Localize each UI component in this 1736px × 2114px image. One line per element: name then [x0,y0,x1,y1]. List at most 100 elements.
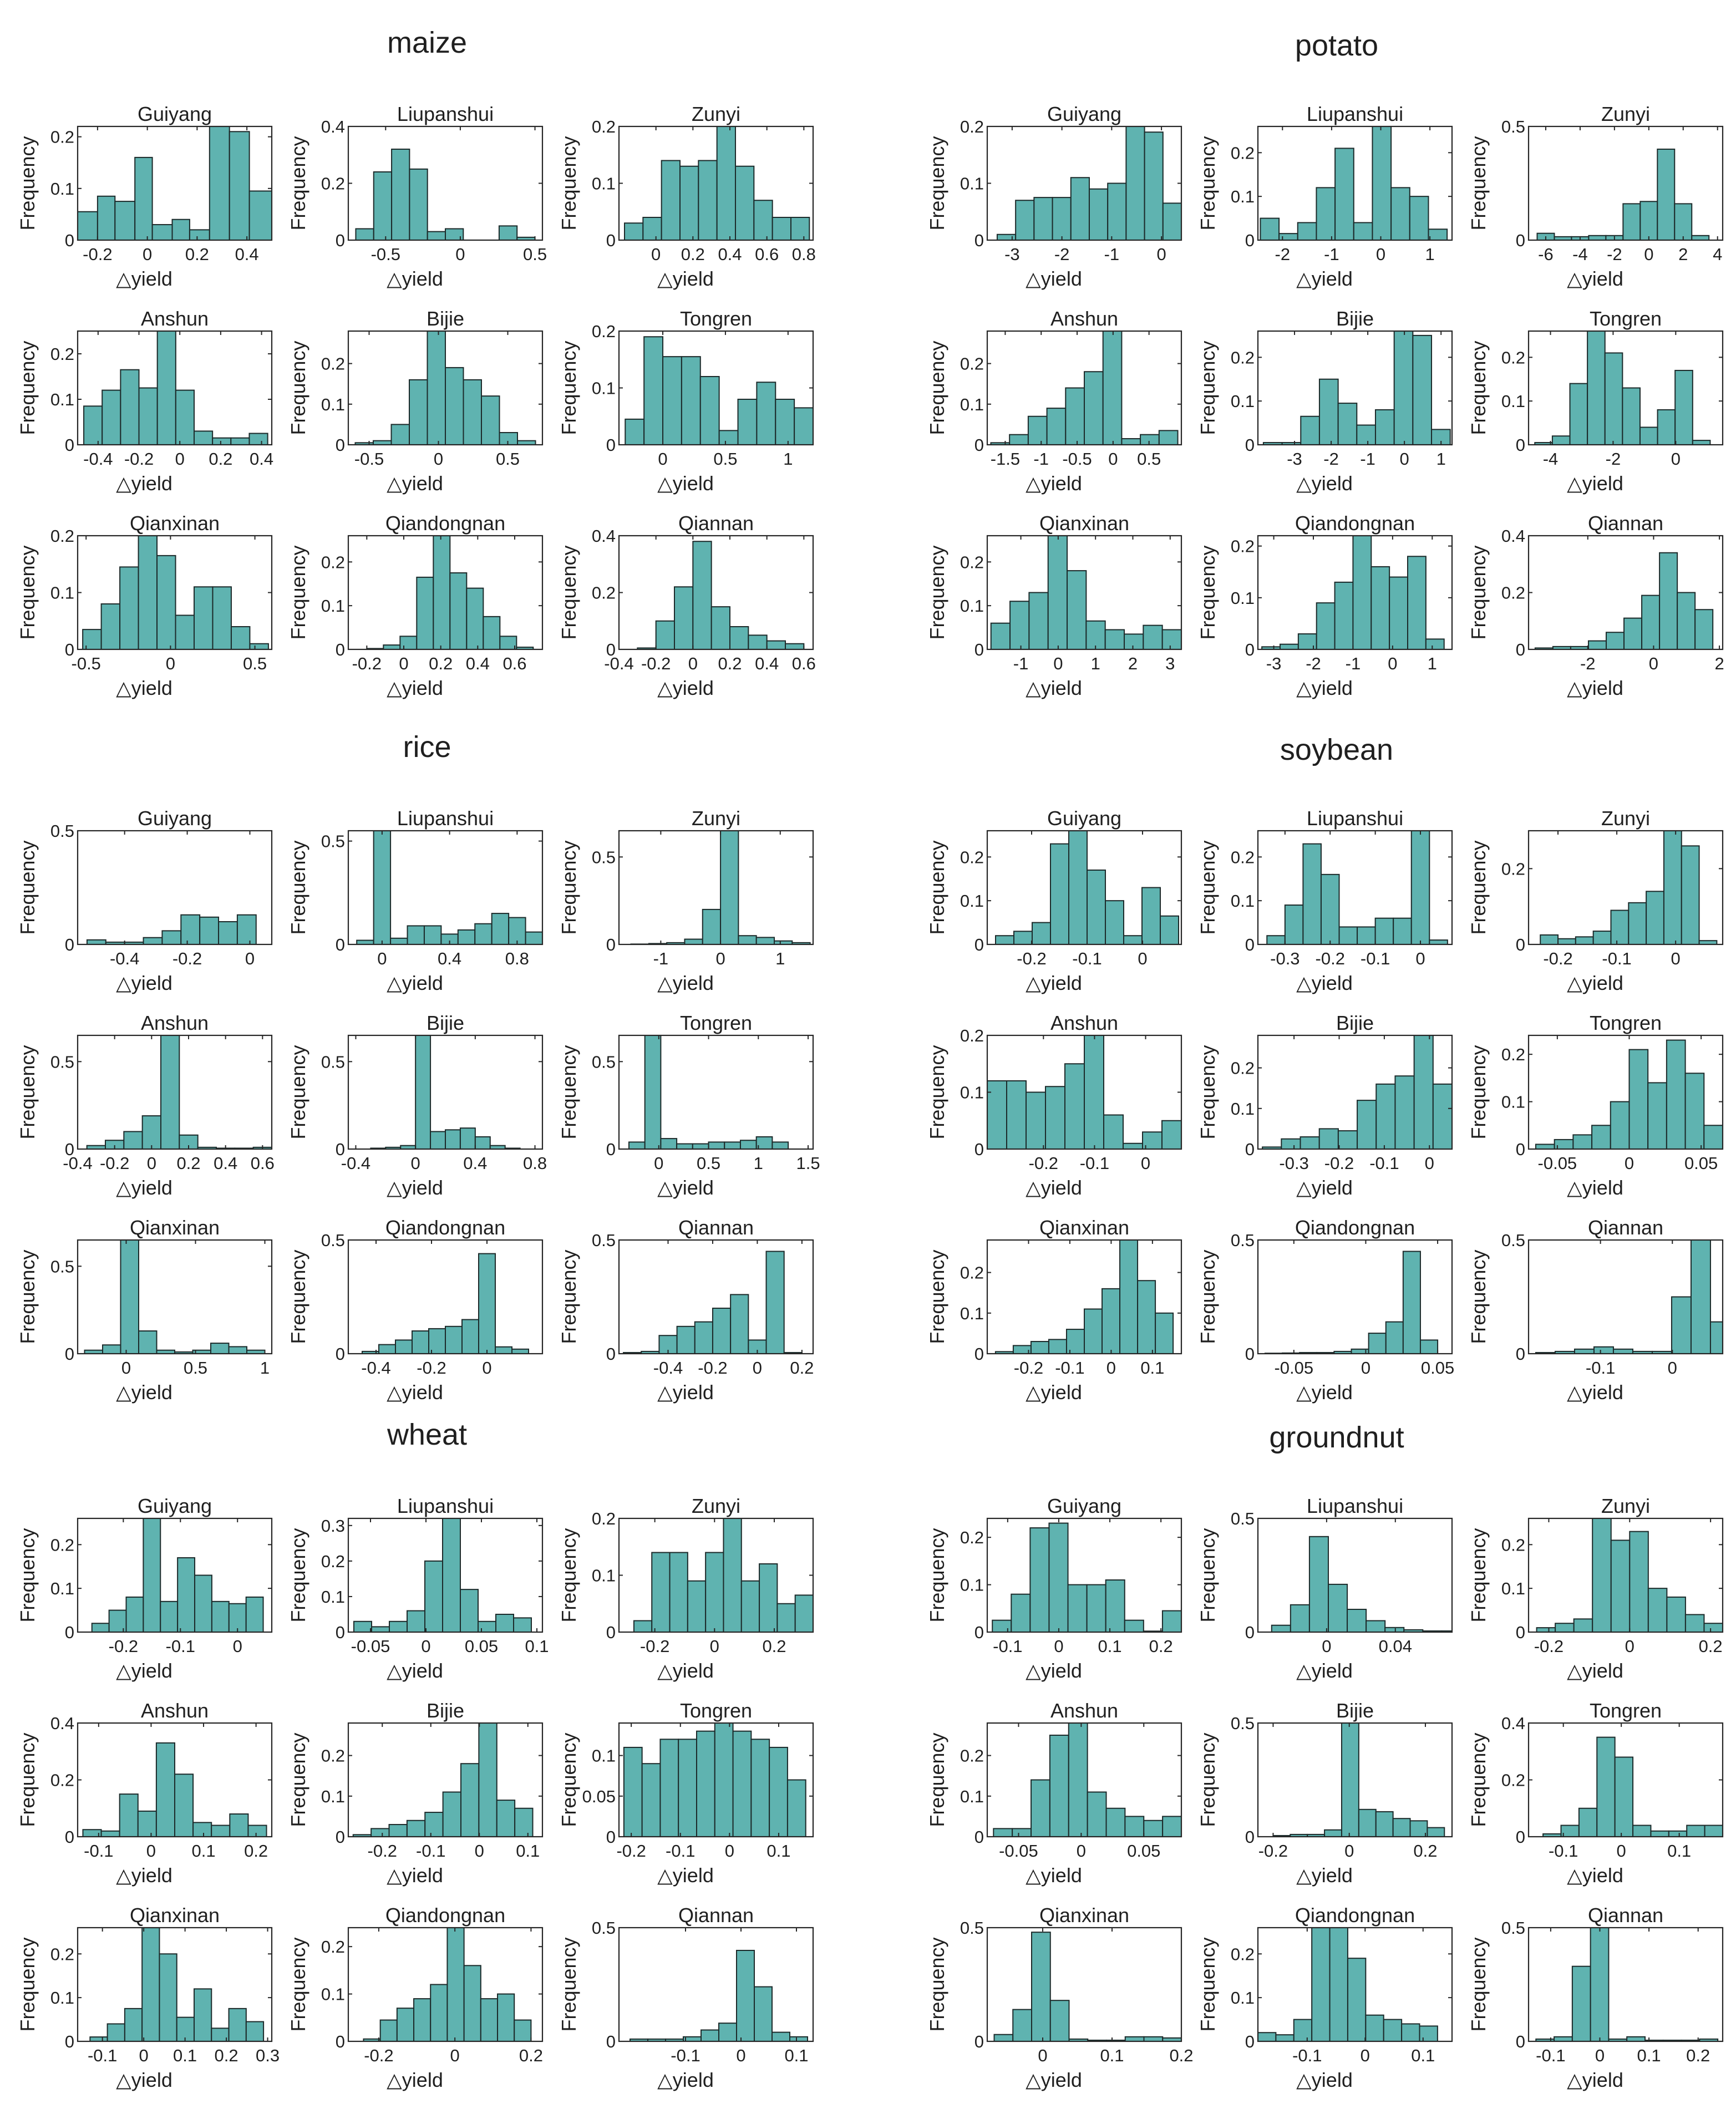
histogram-bar [1409,196,1429,241]
panel-title: Bijie [427,1699,464,1722]
x-axis-label: △yield [387,472,443,495]
histogram-bar [120,1239,139,1354]
x-tick-label: 0.2 [1169,2046,1193,2065]
histogram-bar [236,914,257,945]
histogram-bar [1383,2019,1403,2042]
x-axis-label: △yield [1567,267,1623,290]
x-tick-label: 0 [143,245,152,264]
histogram-bar [373,171,393,241]
x-tick-label: 0 [1400,449,1409,469]
histogram-panel-tongren: -0.1 0 0.1 0 0.2 0.4 Tongren △yield Frequency [1467,1699,1724,1887]
histogram-bar [1365,2014,1384,2042]
y-tick-label: 0 [336,1344,345,1364]
histogram-bar [720,830,739,945]
x-tick-label: 0.2 [209,449,232,469]
histogram-bar [1155,1312,1174,1354]
x-tick-label: 0.05 [1127,1841,1160,1861]
y-axis-label: Frequency [287,545,309,639]
histogram-panel-guiyang: -0.2 0 0.2 0.4 0 0.1 0.2 Guiyang △yield Frequency [16,103,273,290]
x-tick-label: 0.4 [463,1153,487,1173]
axes-frame [347,1927,544,2042]
histogram-bar [1540,934,1559,945]
histogram-panel-guiyang: -0.2 -0.1 0 0 0.1 0.2 Guiyang △yield Frequency [16,1495,273,1682]
histogram-bar [1368,1333,1387,1355]
histogram-bar [161,930,182,946]
axes-frame [347,1517,544,1633]
histogram-bar [1084,1308,1103,1355]
y-tick-label: 0.5 [1231,1509,1255,1528]
x-tick-label: 0 [1038,2046,1047,2065]
y-tick-label: 0.1 [960,596,984,616]
histogram-bar [1049,1734,1069,1838]
y-tick-label: 0.5 [321,832,345,851]
y-tick-label: 0 [1245,1140,1255,1159]
x-tick-label: 0.1 [767,1841,790,1861]
x-axis-label: △yield [1567,1864,1623,1887]
y-axis-label: Frequency [16,1732,39,1827]
axes-frame [77,1034,273,1150]
y-tick-label: 0 [1516,935,1525,954]
x-axis-label: △yield [657,972,714,994]
histogram-bar [171,218,190,241]
panel-title: Zunyi [692,1495,740,1517]
histogram-bar [1370,566,1390,651]
panel-title: Bijie [1336,1699,1374,1722]
x-axis-label: △yield [1296,1659,1353,1682]
histogram-bar [1704,1825,1724,1837]
histogram-bar [1300,1136,1320,1150]
histogram-bar [353,1620,372,1633]
y-tick-label: 0.5 [1501,1918,1525,1938]
panel-title: Qianxinan [1039,1904,1129,1927]
x-axis-label: △yield [116,1176,172,1199]
y-tick-label: 0.1 [321,596,345,616]
histogram-bar [379,2019,398,2042]
y-axis-label: Frequency [926,1732,948,1827]
y-axis-label: Frequency [16,341,39,435]
x-axis-label: △yield [1567,972,1623,994]
histogram-bar [514,1807,534,1837]
y-tick-label: 0.2 [592,322,616,341]
x-axis-label: △yield [657,677,714,699]
histogram-bar [732,1730,752,1837]
crop-block-rice: rice-0.4 -0.2 000.5Guiyang△yieldFrequency0… [16,730,820,1404]
histogram-bar [1068,830,1088,945]
y-tick-label: 0.2 [960,1026,984,1045]
histogram-bar [1419,2025,1438,2042]
histogram-bar [155,1742,176,1837]
histogram-bar [1341,1722,1359,1837]
histogram-bar [1324,1829,1342,1837]
histogram-bar [771,2031,790,2042]
y-tick-label: 0.1 [1231,588,1255,608]
x-tick-label: 0 [1668,1358,1677,1378]
histogram-bar [759,1563,778,1633]
histogram-panel-tongren: 0 0.5 1 0 0.1 0.2 Tongren △yield Frequency [557,307,814,495]
panel-title: Tongren [1590,307,1662,330]
histogram-bar [662,356,682,445]
y-tick-label: 0.4 [321,117,345,136]
axes-frame [77,125,273,241]
histogram-bar [1104,629,1125,651]
histogram-bar [499,432,518,445]
axes-frame [618,1927,814,2042]
x-tick-label: -0.05 [351,1637,390,1656]
x-tick-label: -0.2 [1543,949,1572,968]
panel-title: Guiyang [1047,1495,1121,1517]
axes-frame [986,1722,1182,1838]
x-tick-label: 0.6 [792,654,816,673]
histogram-panel-guiyang: -0.2 -0.1 0 0 0.1 0.2 Guiyang △yield Frequency [926,807,1182,994]
histogram-bar [1162,202,1182,241]
x-tick-label: 0.5 [713,449,737,469]
x-tick-label: -4 [1572,245,1588,264]
x-axis-label: △yield [1567,677,1623,699]
histogram-bar [641,1763,661,1838]
histogram-bar [89,2036,108,2042]
panel-title: Guiyang [138,807,212,830]
x-tick-label: 0.4 [718,245,742,264]
histogram-panel-anshun: -0.4 -0.2 0 0.2 0.4 0 0.1 0.2 Anshun △yield Freque… [16,307,273,495]
histogram-panel-zunyi: -0.2 0 0.2 0 0.1 0.2 Zunyi △yield Frequency [557,1495,814,1682]
panel-title: Bijie [427,307,464,330]
histogram-bar [177,1557,196,1633]
x-tick-label: -0.3 [1270,949,1300,968]
x-axis-label: △yield [1567,1176,1623,1199]
y-tick-label: 0.5 [321,1052,345,1071]
